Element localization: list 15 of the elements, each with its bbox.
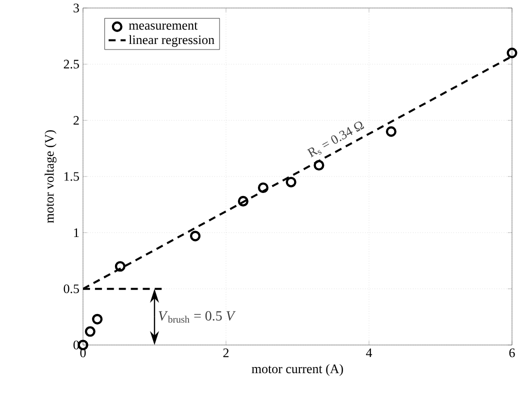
y-tick-label: 2 (74, 116, 79, 125)
annotation: R$_{s}$ = 0.34 Ω (306, 122, 364, 158)
legend-label: linear regression (128, 35, 214, 47)
x-tick-label: 2 (223, 348, 229, 358)
x-axis-title: motor current (A) (252, 364, 343, 376)
y-axis-title: motor voltage (V) (44, 130, 56, 223)
annotation: V$_{brush}$ = 0.5 V (158, 311, 236, 323)
x-tick-label: 6 (509, 348, 515, 358)
x-tick-label: 4 (366, 348, 372, 358)
y-tick-label: 2.5 (64, 60, 79, 69)
y-tick-label: 0.5 (64, 284, 79, 294)
y-tick-label: 3 (74, 4, 79, 12)
y-tick-label: 1.5 (64, 172, 79, 181)
legend-label: measurement (128, 22, 198, 30)
y-tick-label: 1 (74, 228, 79, 237)
